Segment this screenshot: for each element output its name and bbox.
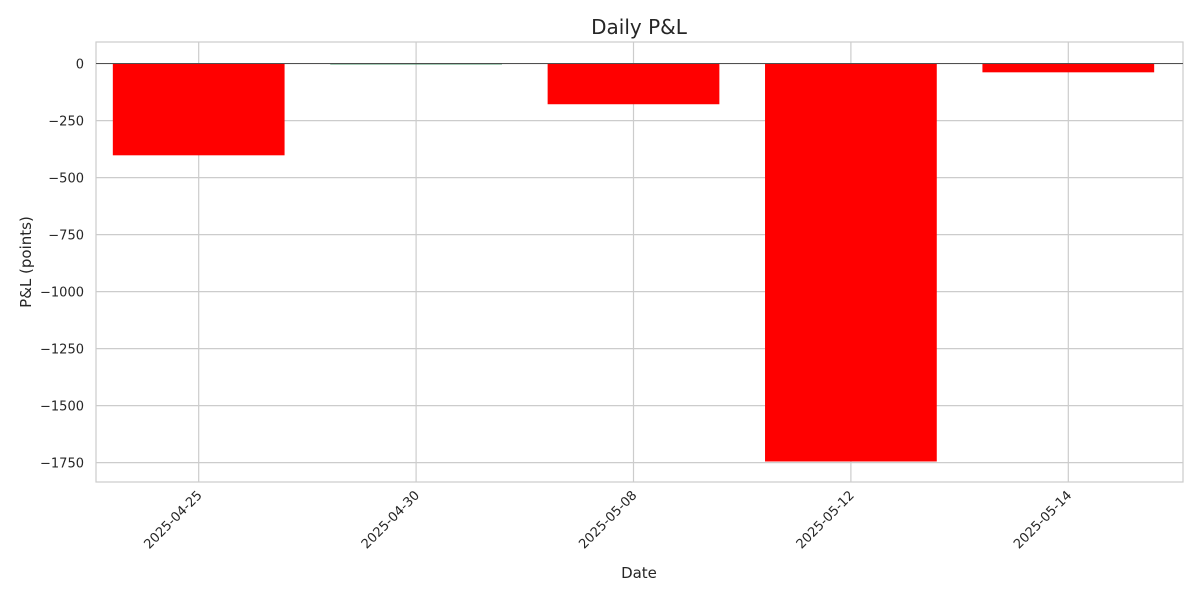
y-tick-label: 0 <box>76 58 84 73</box>
chart-title: Daily P&L <box>591 15 688 39</box>
y-tick-label: −1500 <box>40 400 84 415</box>
y-tick-label: −250 <box>48 115 84 130</box>
bar-layer <box>112 63 1155 462</box>
bar <box>112 63 285 156</box>
x-tick-label: 2025-05-12 <box>794 488 858 552</box>
y-tick-label: −750 <box>48 229 84 244</box>
x-tick-label: 2025-04-25 <box>141 488 205 552</box>
bar <box>982 63 1155 73</box>
y-axis-label: P&L (points) <box>17 216 35 308</box>
x-tick-label: 2025-05-08 <box>576 488 640 552</box>
bar <box>765 63 937 462</box>
y-tick-label: −1250 <box>40 343 84 358</box>
x-tick-labels: 2025-04-25 2025-04-30 2025-05-08 2025-05-12… <box>141 488 1075 552</box>
y-tick-label: −1750 <box>40 457 84 472</box>
x-tick-label: 2025-05-14 <box>1011 488 1075 552</box>
y-tick-label: −500 <box>48 172 84 187</box>
y-tick-labels: 0 −250 −500 −750 −1000 −1250 −1500 −1750 <box>40 58 84 472</box>
x-axis-label: Date <box>621 564 657 582</box>
bar <box>547 63 720 105</box>
x-tick-label: 2025-04-30 <box>359 488 423 552</box>
y-tick-label: −1000 <box>40 286 84 301</box>
